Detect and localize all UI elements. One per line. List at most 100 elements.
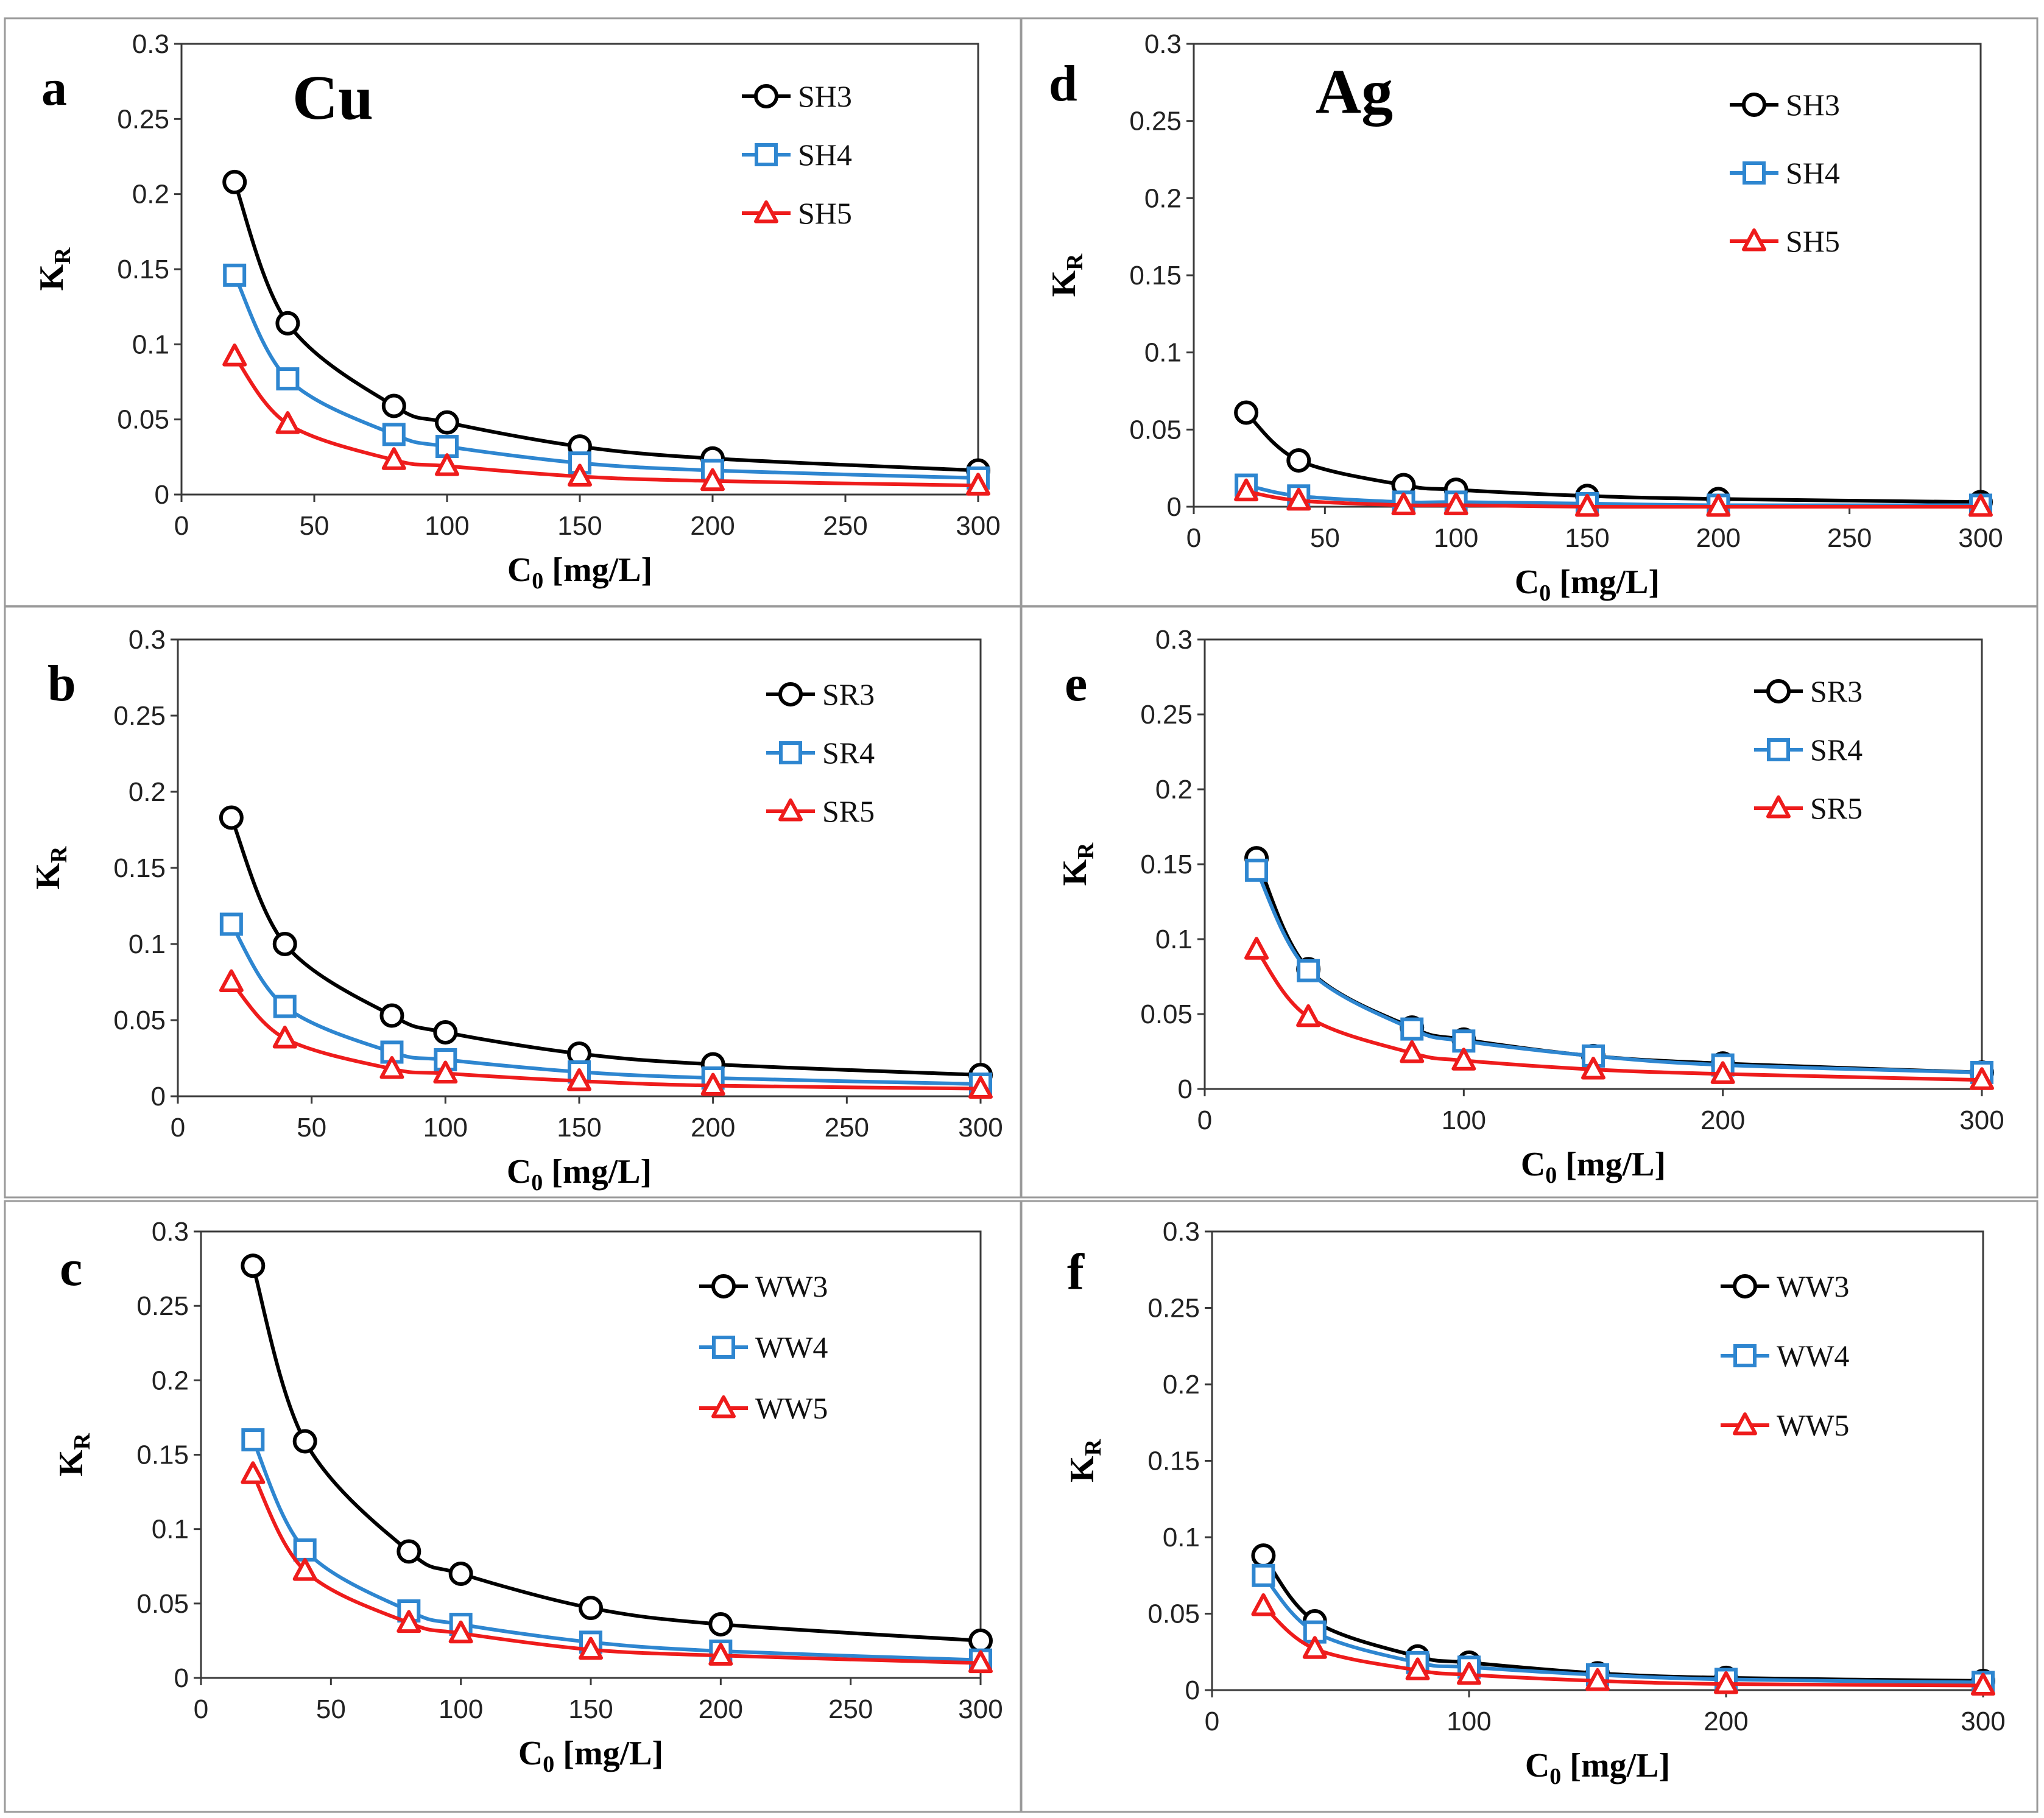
- data-point-sh3: [1286, 448, 1311, 473]
- plot-area: [1193, 43, 1982, 508]
- y-axis-title-main: K: [29, 863, 67, 890]
- y-tick-label: 0.3: [129, 625, 166, 655]
- x-axis-title-unit: [mg/L]: [543, 551, 652, 589]
- legend-marker: [778, 798, 803, 822]
- data-point-sr5: [1581, 1057, 1605, 1080]
- data-point-sh5: [381, 447, 406, 470]
- y-tick-label: 0.05: [117, 405, 169, 435]
- y-tick-label: 0.05: [1140, 999, 1193, 1029]
- metal-label: Cu: [292, 63, 373, 133]
- y-axis-title: KR: [52, 1432, 95, 1476]
- legend-marker: [1767, 738, 1790, 761]
- legend-label: SR4: [822, 736, 875, 770]
- plot-area: [180, 43, 979, 496]
- y-axis-title-sub: R: [50, 247, 76, 264]
- legend-marker: [711, 1274, 736, 1298]
- x-tick-label: 200: [699, 1694, 743, 1724]
- y-tick-label: 0: [155, 480, 169, 510]
- y-axis-title: KR: [33, 247, 76, 291]
- legend-label: SH5: [798, 196, 852, 230]
- y-tick-label: 0.15: [117, 255, 169, 284]
- x-tick-label: 150: [568, 1694, 613, 1724]
- data-point-ww3: [579, 1596, 603, 1621]
- panel-letter: a: [41, 60, 67, 116]
- x-tick-label: 100: [1447, 1707, 1491, 1736]
- x-axis-title-sub: 0: [531, 1170, 543, 1196]
- y-tick-label: 0.05: [113, 1006, 166, 1035]
- x-tick-label: 100: [1442, 1105, 1486, 1135]
- x-tick-label: 300: [1958, 523, 2003, 553]
- x-tick-label: 100: [1434, 523, 1478, 553]
- data-point-sr5: [433, 1060, 458, 1083]
- y-axis-title-sub: R: [1062, 253, 1088, 270]
- x-tick-label: 100: [423, 1113, 468, 1143]
- x-axis-title: C0 [mg/L]: [1525, 1747, 1670, 1789]
- y-tick-label: 0.15: [136, 1440, 189, 1470]
- data-point-sh5: [435, 453, 459, 476]
- y-tick-label: 0.1: [1144, 338, 1182, 368]
- y-tick-label: 0.25: [1147, 1294, 1200, 1323]
- data-point-sh5: [1575, 494, 1599, 517]
- x-tick-label: 300: [956, 511, 1000, 541]
- data-point-ww5: [1457, 1661, 1481, 1685]
- x-axis-title: C0 [mg/L]: [507, 1153, 652, 1196]
- y-tick-label: 0.05: [136, 1589, 189, 1619]
- x-tick-label: 150: [557, 1113, 601, 1143]
- y-tick-label: 0: [151, 1082, 166, 1112]
- x-axis-title-unit: [mg/L]: [554, 1735, 663, 1772]
- x-axis-title-sub: 0: [1539, 580, 1551, 606]
- legend-marker: [711, 1395, 736, 1418]
- x-tick-label: 200: [1704, 1707, 1748, 1736]
- data-point-sr4: [1245, 858, 1269, 882]
- y-axis-title-sub: R: [46, 846, 72, 863]
- data-point-sh3: [381, 393, 406, 418]
- legend-marker: [1743, 161, 1766, 185]
- legend-marker: [1733, 1274, 1757, 1298]
- y-axis-title-main: K: [1063, 1456, 1101, 1482]
- data-point-sr3: [379, 1003, 404, 1028]
- data-point-sr4: [219, 912, 243, 936]
- y-tick-label: 0.1: [129, 929, 166, 959]
- y-tick-label: 0.15: [1140, 850, 1193, 879]
- y-tick-label: 0.15: [1147, 1446, 1200, 1476]
- x-axis-title-sub: 0: [543, 1752, 554, 1777]
- x-tick-label: 50: [316, 1694, 346, 1724]
- x-axis-title-sub: 0: [532, 568, 543, 594]
- y-axis-title-main: K: [52, 1450, 90, 1476]
- data-point-ww5: [708, 1643, 733, 1666]
- x-axis-title-main: C: [1521, 1146, 1545, 1183]
- legend-label: SR5: [1810, 791, 1863, 825]
- y-tick-label: 0.05: [1147, 1599, 1200, 1629]
- data-point-sh5: [1391, 492, 1416, 515]
- y-axis-title: KR: [1045, 253, 1088, 297]
- legend-label: SR4: [1810, 733, 1863, 767]
- legend-marker: [754, 84, 778, 108]
- legend-label: WW5: [755, 1391, 828, 1425]
- y-tick-label: 0.2: [1144, 183, 1182, 213]
- x-tick-label: 150: [557, 511, 602, 541]
- legend-label: SR3: [1810, 674, 1863, 708]
- data-point-ww5: [241, 1461, 266, 1484]
- data-point-sh5: [1234, 478, 1259, 502]
- data-point-sr3: [219, 805, 244, 830]
- panel-c: 0 0.05 0.1 0.15 0.2 0.25 0.3 0 50 100 150 200 250 300…: [4, 1200, 1022, 1813]
- data-point-sh5: [1443, 492, 1468, 515]
- legend-label: SH3: [798, 79, 852, 113]
- data-point-sr5: [567, 1068, 591, 1091]
- legend-label: WW3: [1777, 1269, 1849, 1303]
- legend-label: WW5: [1777, 1408, 1849, 1442]
- y-tick-label: 0: [174, 1663, 189, 1693]
- legend-marker: [1766, 679, 1791, 703]
- x-axis-title: C0 [mg/L]: [507, 551, 652, 594]
- data-point-ww5: [1971, 1672, 1995, 1696]
- y-tick-label: 0.3: [1163, 1217, 1200, 1247]
- data-point-sr4: [1297, 959, 1320, 982]
- y-axis-title: KR: [1056, 842, 1099, 886]
- y-tick-label: 0: [1167, 492, 1182, 522]
- y-axis-title-sub: R: [69, 1432, 95, 1450]
- x-axis-title: C0 [mg/L]: [1515, 563, 1660, 606]
- x-tick-label: 100: [425, 511, 469, 541]
- x-tick-label: 300: [958, 1694, 1003, 1724]
